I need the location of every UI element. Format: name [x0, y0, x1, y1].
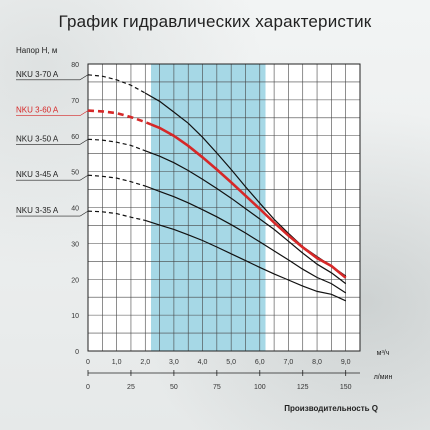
x2-tick-label: 75: [213, 384, 221, 391]
y-tick-label: 50: [71, 170, 79, 177]
curve: [145, 185, 347, 294]
curve-dashed: [87, 174, 146, 187]
series-label: NKU 3-50 A: [16, 134, 59, 143]
curve: [150, 123, 347, 279]
x-tick-label: 0: [86, 359, 90, 366]
series-label-leader: [79, 74, 89, 81]
curve-dashed: [87, 74, 146, 94]
x-tick-label: 2,0: [140, 359, 150, 366]
y-tick-label: 0: [75, 349, 79, 356]
curves: [87, 74, 347, 302]
y-tick-label: 20: [71, 277, 79, 284]
x-axis-label: Производительность Q: [284, 404, 378, 413]
series-label-leader: [79, 210, 89, 217]
y-axis-label: Напор H, м: [16, 46, 57, 55]
x-tick-label: 1,0: [112, 359, 122, 366]
x-tick-labels: 0 1,0 2,0 3,0 4,0 5,0 6,0 7,0 8,0 9,0: [86, 359, 351, 366]
curve: [145, 219, 346, 302]
series-label: NKU 3-45 A: [16, 170, 59, 179]
y-tick-label: 70: [71, 98, 79, 105]
series-label: NKU 3-70 A: [16, 70, 59, 79]
x2-tick-label: 125: [297, 384, 309, 391]
x-axis-unit: м³/ч: [377, 350, 390, 357]
curve-dashed: [87, 210, 146, 221]
x2-axis-unit: л/мин: [374, 374, 393, 381]
y-tick-label: 30: [71, 241, 79, 248]
x-tick-label: 3,0: [169, 359, 179, 366]
y-tick-label: 80: [71, 62, 79, 69]
x-tick-label: 9,0: [341, 359, 351, 366]
x2-tick-label: 50: [170, 384, 178, 391]
x2-tick-label: 25: [127, 384, 135, 391]
y-tick-label: 40: [71, 206, 79, 213]
x-tick-label: 6,0: [255, 359, 265, 366]
x-tick-label: 4,0: [198, 359, 208, 366]
chart-title: График гидравлических характеристик: [58, 12, 372, 31]
grid: [88, 64, 360, 351]
series-label-leader: [79, 110, 89, 116]
y-tick-label: 60: [71, 134, 79, 141]
series-label: NKU 3-35 A: [16, 206, 59, 215]
x-tick-label: 7,0: [284, 359, 294, 366]
series-labels: NKU 3-70 A NKU 3-60 A NKU 3-50 A NKU 3-45 A…: [16, 70, 89, 217]
curve-dashed: [87, 109, 152, 126]
y-tick-label: 10: [71, 313, 79, 320]
curve-dashed: [87, 138, 146, 152]
plot-frame: [87, 63, 361, 352]
x2-tick-labels: 0 25 50 75 100 125 150: [86, 370, 360, 391]
x2-tick-label: 100: [254, 384, 266, 391]
curve: [145, 150, 347, 285]
x-tick-label: 8,0: [312, 359, 322, 366]
x2-tick-label: 0: [86, 384, 90, 391]
x2-tick-label: 150: [340, 384, 352, 391]
x-tick-label: 5,0: [226, 359, 236, 366]
series-label-leader: [79, 174, 89, 181]
series-label-leader: [79, 139, 89, 145]
series-label: NKU 3-60 A: [16, 106, 59, 115]
y-tick-labels: 0 10 20 30 40 50 60 70 80: [71, 62, 79, 356]
